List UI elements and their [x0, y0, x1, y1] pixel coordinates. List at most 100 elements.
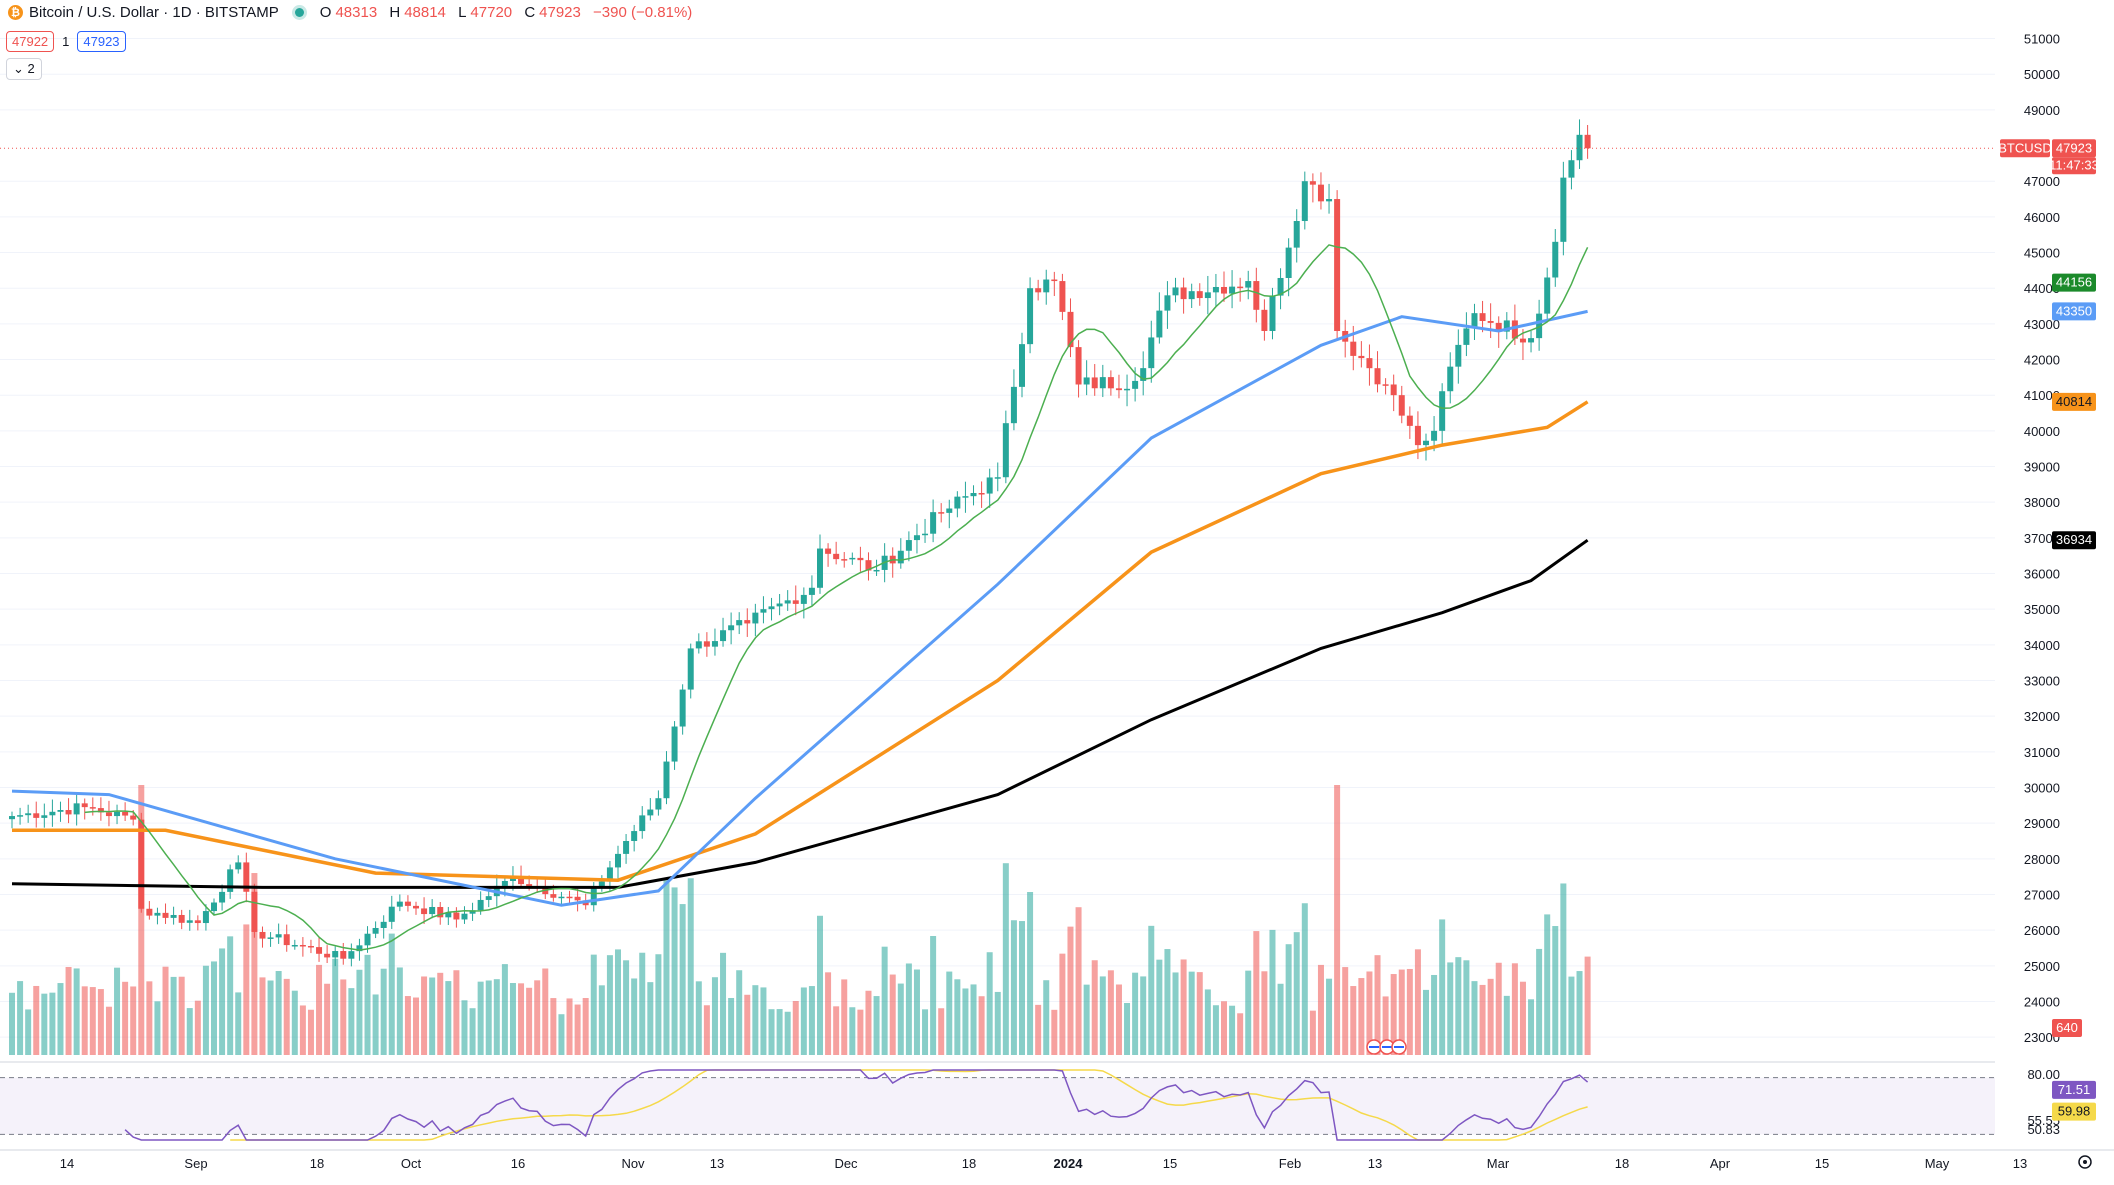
price-tick-label: 28000	[2024, 852, 2060, 867]
volume-bar	[413, 997, 419, 1055]
time-tick-label: Feb	[1279, 1156, 1301, 1171]
price-tick-label: 45000	[2024, 246, 2060, 261]
volume-bar	[1059, 953, 1066, 1055]
price-tick-label: 25000	[2024, 959, 2060, 974]
volume-bar	[1309, 1010, 1316, 1055]
volume-bar	[1358, 978, 1365, 1055]
candle-body	[663, 761, 670, 799]
economic-events[interactable]	[1366, 1039, 1407, 1055]
volume-bar	[1568, 976, 1575, 1055]
price-tick-label: 38000	[2024, 495, 2060, 510]
candle-body	[711, 641, 718, 647]
ma-short-line	[84, 244, 1589, 951]
candle-body	[97, 808, 104, 813]
indicators-toggle-button[interactable]: ⌄ 2	[6, 58, 42, 80]
volume-bar	[534, 980, 541, 1055]
ask-button[interactable]: 47923	[77, 31, 126, 52]
ma-level-badge: 43350	[2056, 303, 2092, 318]
time-tick-label: 13	[710, 1156, 724, 1171]
volume-bar	[9, 992, 15, 1055]
volume-bar	[178, 976, 185, 1055]
volume-bar	[1051, 1009, 1058, 1055]
volume-bar	[307, 1009, 314, 1055]
volume-bar	[518, 983, 525, 1055]
volume-bar	[421, 976, 428, 1055]
price-tick-label: 43000	[2024, 317, 2060, 332]
volume-bar	[340, 979, 347, 1055]
candle-body	[1148, 337, 1155, 369]
candle-body	[501, 880, 508, 886]
candle-body	[1495, 322, 1502, 332]
candle-body	[1423, 440, 1429, 446]
price-tick-label: 35000	[2024, 602, 2060, 617]
candle-body	[1503, 320, 1510, 332]
volume-bar	[671, 887, 678, 1055]
volume-bar	[453, 970, 460, 1055]
candle-body	[146, 908, 153, 916]
candle-body	[728, 625, 735, 631]
time-axis[interactable]: 14 Sep 18 Oct 16 Nov 13 Dec 18 2024 15 Feb 13 Mar 18 Ap…	[0, 1149, 2114, 1171]
volume-bar	[590, 954, 597, 1055]
volume-bar	[768, 1009, 775, 1055]
volume-bar	[1342, 967, 1349, 1055]
volume-bar	[1334, 785, 1341, 1055]
time-tick-label: 18	[962, 1156, 976, 1171]
candle-body	[1172, 287, 1179, 296]
volume-bar	[744, 994, 751, 1055]
candle-body	[962, 496, 969, 498]
symbol-badge: BTCUSD	[1998, 140, 2051, 155]
time-tick-label: 14	[60, 1156, 74, 1171]
candle-body	[413, 905, 419, 909]
time-tick-label: Nov	[621, 1156, 645, 1171]
volume-bar	[1431, 974, 1438, 1055]
candle-body	[930, 512, 937, 534]
candle-body	[1196, 291, 1203, 299]
symbol-legend: ₿ Bitcoin / U.S. Dollar · 1D · BITSTAMP …	[8, 4, 696, 21]
market-status-icon[interactable]	[294, 8, 304, 17]
candle-body	[922, 533, 929, 536]
time-tick-label: 13	[1368, 1156, 1382, 1171]
candle-body	[970, 493, 977, 497]
candle-body	[841, 559, 848, 561]
candle-body	[41, 815, 48, 818]
volume-bar	[105, 1006, 112, 1055]
volume-bar	[1479, 984, 1486, 1055]
candle-body	[1180, 287, 1187, 300]
volume-bar	[655, 954, 662, 1055]
price-axis[interactable]: 23000 24000 25000 26000 27000 28000 29000 30000…	[1995, 0, 2114, 1185]
rsi-tick-label: 50.83	[2027, 1122, 2060, 1137]
price-tick-label: 42000	[2024, 353, 2060, 368]
candle-body	[1309, 181, 1316, 185]
volume-bar	[558, 1014, 565, 1055]
candle-body	[485, 896, 492, 900]
candle-body	[720, 630, 727, 642]
candle-body	[1326, 199, 1333, 202]
volume-bar	[1027, 892, 1034, 1055]
settings-gear-icon	[2078, 1155, 2092, 1169]
candle-body	[994, 477, 1001, 479]
countdown-badge: 11:47:33	[2049, 157, 2099, 172]
volume-bar	[162, 966, 169, 1055]
volume-bar	[404, 996, 411, 1055]
candle-body	[768, 606, 775, 610]
candlesticks	[9, 119, 1591, 967]
symbol-title[interactable]: Bitcoin / U.S. Dollar · 1D · BITSTAMP	[29, 4, 279, 21]
volume-bar	[720, 952, 727, 1055]
candle-body	[49, 811, 56, 816]
volume-bar	[33, 985, 40, 1055]
change-value: −390 (−0.81%)	[593, 4, 693, 21]
volume-bar	[736, 970, 743, 1055]
volume-bar	[1519, 981, 1526, 1055]
candle-body	[590, 887, 597, 906]
volume-bar	[1552, 926, 1559, 1055]
volume-bar	[138, 785, 145, 1055]
candle-body	[429, 906, 436, 915]
volume-bar	[711, 977, 718, 1055]
price-tick-label: 49000	[2024, 103, 2060, 118]
candle-body	[1544, 277, 1551, 314]
candle-body	[1414, 425, 1421, 446]
volume-bar	[275, 971, 282, 1055]
bid-button[interactable]: 47922	[6, 31, 55, 52]
volume-bar	[1471, 981, 1478, 1055]
